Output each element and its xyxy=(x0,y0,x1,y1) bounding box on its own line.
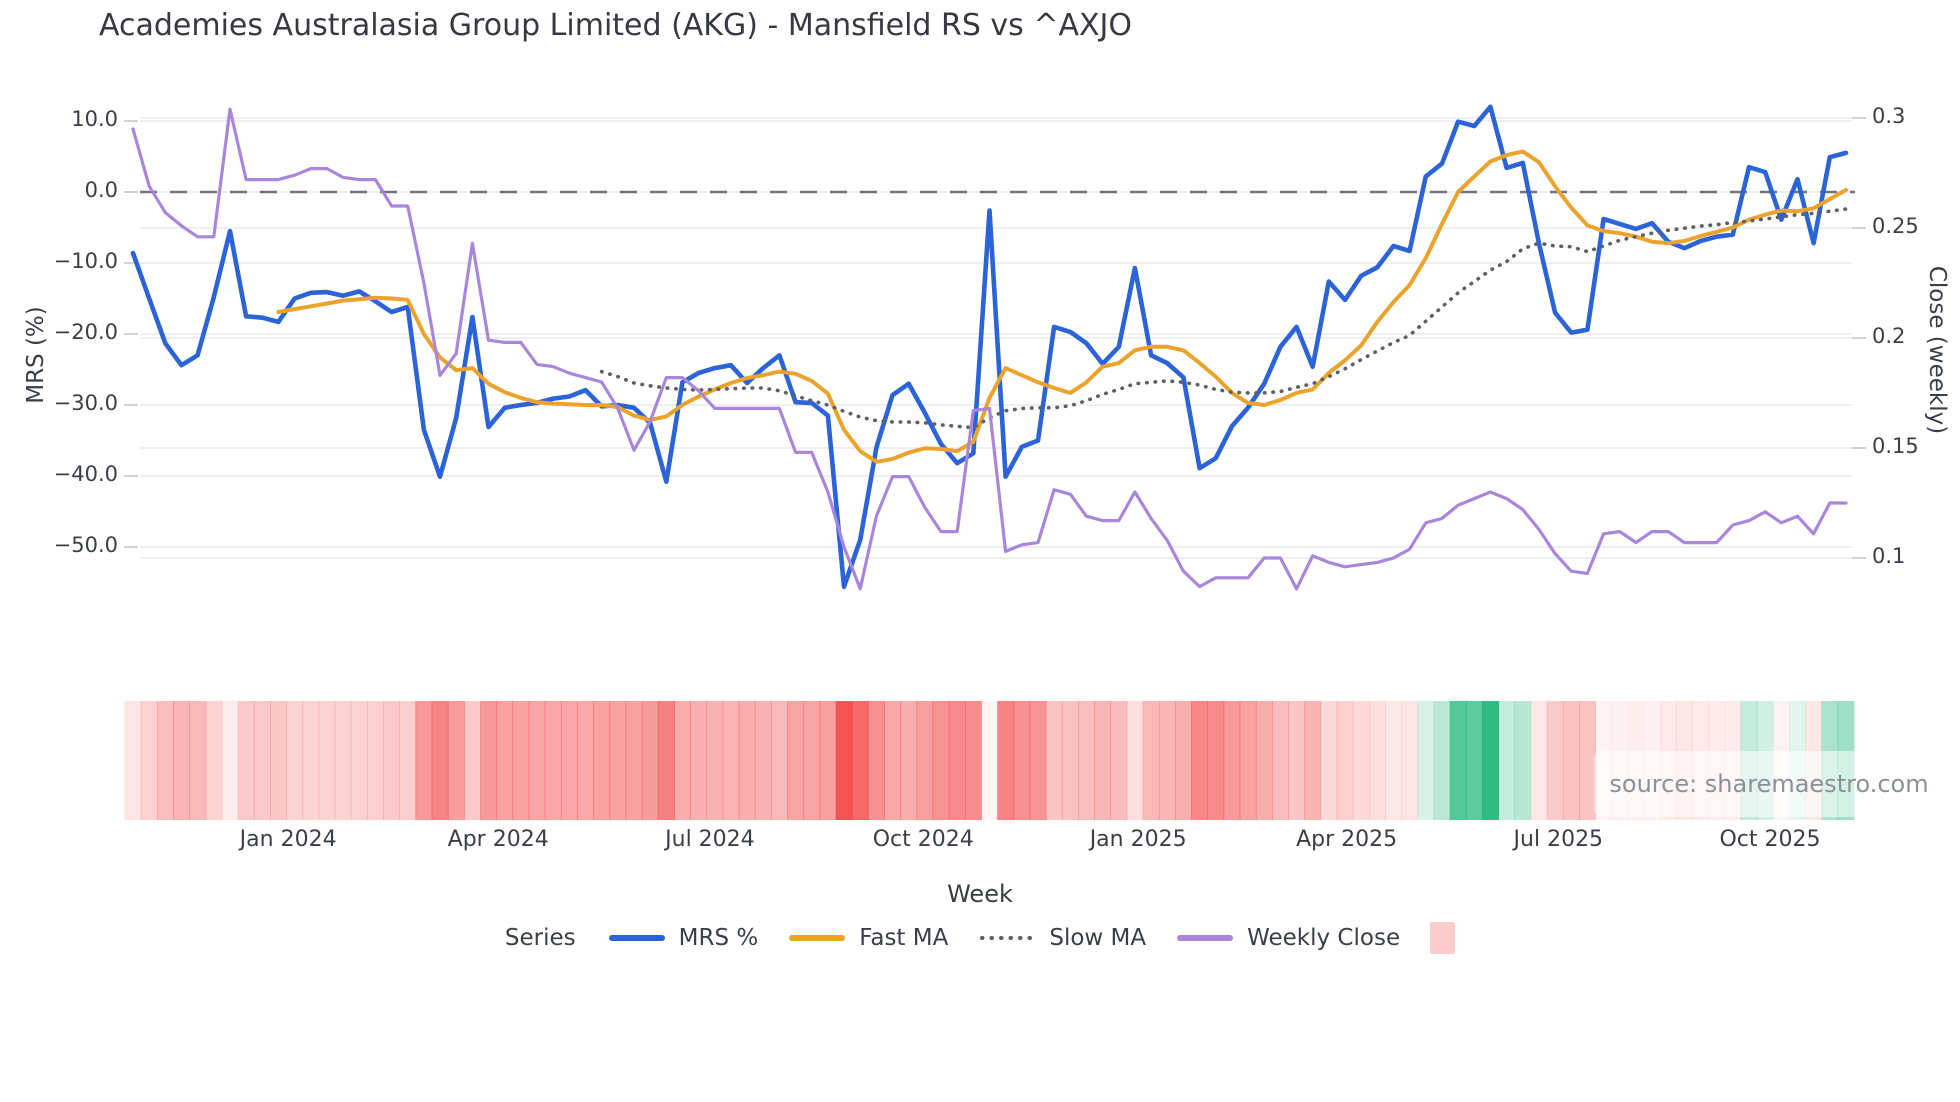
y-left-tick-label: 0.0 xyxy=(84,178,118,202)
legend: Series MRS % Fast MA Slow MA Weekly Clos… xyxy=(0,922,1960,954)
y-right-tick-label: 0.25 xyxy=(1872,214,1919,238)
legend-item-label: MRS % xyxy=(678,925,759,951)
legend-item-mrs: MRS % xyxy=(608,925,759,951)
legend-item-weekly-close: Weekly Close xyxy=(1176,925,1400,951)
x-tick-label: Jan 2024 xyxy=(239,827,337,852)
y-right-tick-label: 0.3 xyxy=(1872,104,1906,128)
legend-item-label: Slow MA xyxy=(1049,925,1147,951)
y-axis-label-right: Close (weekly) xyxy=(1924,265,1950,435)
mrs-line-swatch-icon xyxy=(608,935,665,941)
weekly-close-line-swatch-icon xyxy=(1177,935,1234,941)
source-credit: source: sharemaestro.com xyxy=(1609,770,1929,798)
x-tick-label: Oct 2025 xyxy=(1719,827,1821,852)
x-tick-label: Apr 2025 xyxy=(1296,827,1398,852)
x-tick-label: Jul 2025 xyxy=(1513,827,1604,852)
legend-item-fast-ma: Fast MA xyxy=(788,925,948,951)
y-left-tick-label: −10.0 xyxy=(53,249,118,273)
y-left-tick-label: −30.0 xyxy=(53,391,118,415)
fast-ma-line-swatch-icon xyxy=(789,935,846,941)
chart-title: Academies Australasia Group Limited (AKG… xyxy=(99,8,1133,43)
y-left-tick-label: 10.0 xyxy=(71,107,118,131)
x-tick-label: Apr 2024 xyxy=(447,827,549,852)
legend-title: Series xyxy=(504,925,576,951)
legend-item-label: Weekly Close xyxy=(1247,925,1401,951)
y-left-tick-label: −20.0 xyxy=(53,320,118,344)
y-right-tick-label: 0.15 xyxy=(1872,434,1919,458)
source-credit-box: source: sharemaestro.com xyxy=(1594,751,1944,817)
x-tick-label: Jan 2025 xyxy=(1089,827,1187,852)
y-left-tick-label: −40.0 xyxy=(53,462,118,486)
legend-item-label: Fast MA xyxy=(859,925,949,951)
y-right-tick-label: 0.1 xyxy=(1872,544,1906,568)
x-axis-label: Week xyxy=(947,880,1013,908)
legend-item-slow-ma: Slow MA xyxy=(978,925,1146,951)
x-tick-label: Jul 2024 xyxy=(665,827,755,852)
x-tick-label: Oct 2024 xyxy=(872,827,974,852)
y-right-tick-label: 0.2 xyxy=(1872,324,1906,348)
legend-heatmap-swatch xyxy=(1430,922,1456,954)
slow-ma-dotted-swatch-icon xyxy=(980,936,1035,940)
y-left-tick-label: −50.0 xyxy=(53,533,118,557)
